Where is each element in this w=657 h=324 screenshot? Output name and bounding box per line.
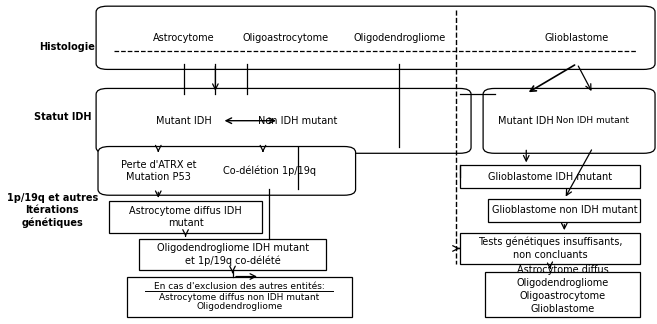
Text: Statut IDH: Statut IDH [34,112,92,122]
Text: En cas d'exclusion des autres entités:: En cas d'exclusion des autres entités: [154,282,325,291]
Bar [488,199,641,222]
Text: Glioblastome IDH mutant: Glioblastome IDH mutant [488,171,612,181]
Text: Tests génétiques insuffisants,
non concluants: Tests génétiques insuffisants, non concl… [478,237,622,260]
Text: Histologie: Histologie [39,42,95,52]
Bar [485,272,641,317]
Text: Mutant IDH: Mutant IDH [499,116,554,126]
Text: Non IDH mutant: Non IDH mutant [556,116,629,125]
Bar [460,233,641,264]
Text: Oligodendrogliome IDH mutant
et 1p/19q co-délété: Oligodendrogliome IDH mutant et 1p/19q c… [157,243,309,266]
FancyBboxPatch shape [483,88,655,153]
Text: Oligodendrogliome: Oligodendrogliome [196,302,283,311]
Text: Co-délétion 1p/19q: Co-délétion 1p/19q [223,166,316,176]
FancyBboxPatch shape [96,88,471,153]
Text: Astrocytome: Astrocytome [153,33,214,43]
Text: Glioblastome non IDH mutant: Glioblastome non IDH mutant [491,205,637,215]
Text: Astrocytome diffus
Oligodendrogliome
Oligoastrocytome
Glioblastome: Astrocytome diffus Oligodendrogliome Oli… [516,265,609,314]
Bar [139,239,327,270]
FancyBboxPatch shape [98,146,355,195]
Text: Perte d'ATRX et
Mutation P53: Perte d'ATRX et Mutation P53 [120,160,196,182]
Bar [460,165,641,188]
Text: Astrocytome diffus IDH
mutant: Astrocytome diffus IDH mutant [129,206,242,228]
Text: Oligodendrogliome: Oligodendrogliome [353,33,445,43]
Text: Oligoastrocytome: Oligoastrocytome [242,33,328,43]
Text: Astrocytome diffus non IDH mutant: Astrocytome diffus non IDH mutant [159,293,319,302]
Text: Glioblastome: Glioblastome [545,33,609,43]
Bar [110,201,261,233]
Text: Non IDH mutant: Non IDH mutant [258,116,338,126]
Text: Mutant IDH: Mutant IDH [156,116,212,126]
Text: 1p/19q et autres
ltérations
génétiques: 1p/19q et autres ltérations génétiques [7,193,98,228]
Bar [127,276,351,317]
FancyBboxPatch shape [96,6,655,69]
